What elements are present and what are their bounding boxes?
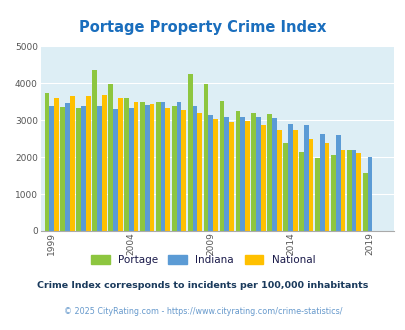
Bar xyxy=(319,134,324,231)
Bar xyxy=(251,113,256,231)
Bar xyxy=(65,103,70,231)
Bar xyxy=(145,105,149,231)
Bar xyxy=(235,111,240,231)
Bar xyxy=(283,143,287,231)
Bar xyxy=(108,84,113,231)
Bar xyxy=(245,121,249,231)
Bar xyxy=(192,106,197,231)
Bar xyxy=(346,150,351,231)
Bar xyxy=(165,108,170,231)
Bar xyxy=(303,125,308,231)
Bar xyxy=(197,113,202,231)
Bar xyxy=(260,125,265,231)
Bar xyxy=(129,108,133,231)
Bar xyxy=(240,117,245,231)
Bar xyxy=(81,106,86,231)
Bar xyxy=(340,150,344,231)
Bar xyxy=(228,121,233,231)
Bar xyxy=(298,152,303,231)
Bar xyxy=(351,150,356,231)
Bar xyxy=(203,84,208,231)
Text: © 2025 CityRating.com - https://www.cityrating.com/crime-statistics/: © 2025 CityRating.com - https://www.city… xyxy=(64,307,341,316)
Bar xyxy=(171,106,176,231)
Bar xyxy=(92,70,97,231)
Bar xyxy=(362,173,367,231)
Bar xyxy=(187,74,192,231)
Bar xyxy=(70,96,75,231)
Bar xyxy=(124,98,129,231)
Text: Portage Property Crime Index: Portage Property Crime Index xyxy=(79,20,326,35)
Bar xyxy=(256,117,260,231)
Bar xyxy=(266,114,271,231)
Bar xyxy=(49,106,54,231)
Bar xyxy=(45,93,49,231)
Legend: Portage, Indiana, National: Portage, Indiana, National xyxy=(86,251,319,269)
Bar xyxy=(271,118,276,231)
Bar xyxy=(287,124,292,231)
Bar xyxy=(276,130,281,231)
Bar xyxy=(156,102,160,231)
Bar xyxy=(117,98,122,231)
Bar xyxy=(219,101,224,231)
Bar xyxy=(176,102,181,231)
Bar xyxy=(54,98,59,231)
Bar xyxy=(149,104,154,231)
Bar xyxy=(335,135,340,231)
Bar xyxy=(113,109,117,231)
Bar xyxy=(330,155,335,231)
Bar xyxy=(356,153,360,231)
Bar xyxy=(308,139,313,231)
Bar xyxy=(213,119,217,231)
Text: Crime Index corresponds to incidents per 100,000 inhabitants: Crime Index corresponds to incidents per… xyxy=(37,281,368,290)
Bar xyxy=(97,107,102,231)
Bar xyxy=(140,102,145,231)
Bar xyxy=(86,96,90,231)
Bar xyxy=(324,144,328,231)
Bar xyxy=(292,130,297,231)
Bar xyxy=(76,108,81,231)
Bar xyxy=(133,102,138,231)
Bar xyxy=(224,117,228,231)
Bar xyxy=(160,102,165,231)
Bar xyxy=(60,107,65,231)
Bar xyxy=(102,95,107,231)
Bar xyxy=(181,110,186,231)
Bar xyxy=(208,115,213,231)
Bar xyxy=(314,158,319,231)
Bar xyxy=(367,157,371,231)
